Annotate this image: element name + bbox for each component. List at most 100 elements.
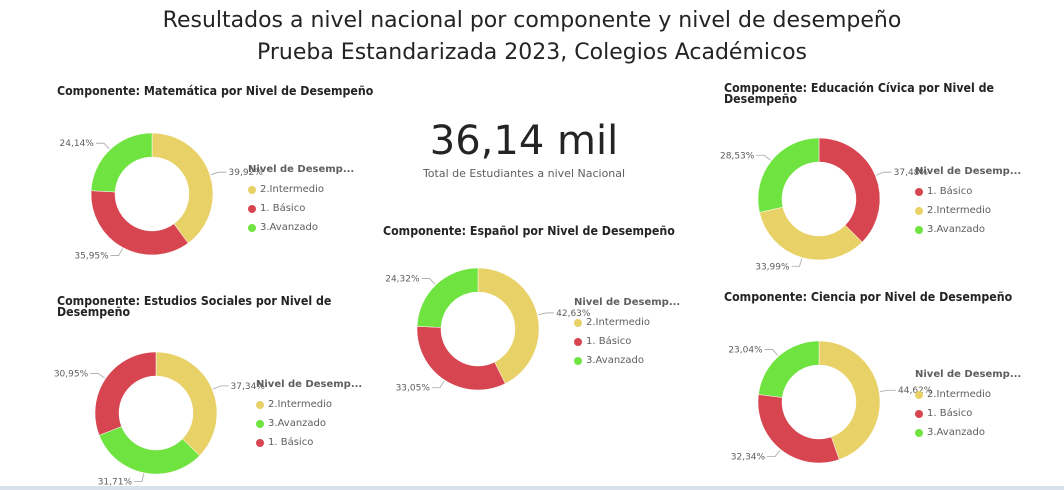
legend-item[interactable]: 2.Intermedio [256,395,362,414]
legend-item[interactable]: 3.Avanzado [915,220,1021,239]
slice-data-label: 33,99% [755,262,790,272]
slice-leader-line [876,171,892,176]
legend-marker-icon [256,400,264,409]
chart-title-line: Componente: Educación Cívica por Nivel d… [724,81,995,95]
legend-item-label: 2.Intermedio [586,317,650,328]
legend-item[interactable]: 1. Básico [248,199,354,218]
chart-title-matematica: Componente: Matemática por Nivel de Dese… [57,84,374,98]
donut-slice-2-intermedio[interactable] [477,267,540,384]
chart-legend-espanol: Nivel de Desemp... 2.Intermedio 1. Básico 3… [574,297,680,370]
legend-marker-icon [915,225,923,234]
legend-item-label: 1. Básico [927,186,973,197]
chart-title-line: Desempeño [57,305,131,319]
legend-item[interactable]: 1. Básico [915,182,1021,201]
slice-leader-line [134,473,145,482]
donut-slice-1-b-sico[interactable] [94,351,157,436]
donut-slice-3-avanzado[interactable] [90,132,153,193]
legend-item-label: 2.Intermedio [268,399,332,410]
slice-data-label: 30,95% [54,370,89,380]
legend-title: Nivel de Desemp... [574,297,681,308]
page-title: Resultados a nivel nacional por componen… [162,8,902,33]
legend-item[interactable]: 3.Avanzado [915,423,1021,442]
legend-item-label: 3.Avanzado [586,355,645,366]
donut-slice-3-avanzado[interactable] [757,137,820,213]
legend-title: Nivel de Desemp... [248,164,355,175]
slice-data-label: 24,14% [60,139,95,149]
legend-marker-icon [248,204,256,213]
legend-title: Nivel de Desemp... [256,379,363,390]
legend-item[interactable]: 3.Avanzado [256,414,362,433]
legend-item[interactable]: 2.Intermedio [915,201,1021,220]
chart-title-espanol: Componente: Español por Nivel de Desempe… [383,225,675,237]
donut-slice-2-intermedio[interactable] [155,351,218,457]
chart-title-civica: Componente: Educación Cívica por Nivel d… [724,81,995,106]
legend-item-label: 3.Avanzado [260,222,319,233]
legend-item[interactable]: 1. Básico [574,332,680,351]
slice-leader-line [764,349,779,356]
legend-item-label: 1. Básico [927,408,973,419]
legend-item[interactable]: 2.Intermedio [574,313,680,332]
legend-marker-icon [248,223,256,232]
chart-legend-ciencia: Nivel de Desemp... 2.Intermedio 1. Básico 3… [915,369,1021,442]
chart-title-line: Componente: Ciencia por Nivel de Desempe… [724,290,1013,304]
chart-legend-matematica: Nivel de Desemp... 2.Intermedio 1. Básico 3… [248,164,354,237]
slice-leader-line [421,278,436,285]
legend-marker-icon [915,187,923,196]
chart-title-ciencia: Componente: Ciencia por Nivel de Desempe… [724,290,1013,304]
legend-marker-icon [915,206,923,215]
legend-item-label: 2.Intermedio [927,205,991,216]
donut-slice-1-b-sico[interactable] [90,190,189,256]
legend-marker-icon [574,337,582,346]
chart-title-line: Desempeño [724,92,798,106]
chart-title-sociales: Componente: Estudios Sociales por Nivel … [57,295,331,319]
legend-title: Nivel de Desemp... [915,166,1022,177]
donut-slice-2-intermedio[interactable] [818,340,881,460]
slice-leader-line [538,312,555,316]
legend-item-label: 2.Intermedio [260,184,324,195]
legend-marker-icon [915,428,923,437]
legend-item[interactable]: 1. Básico [915,404,1021,423]
legend-item[interactable]: 2.Intermedio [248,180,354,199]
slice-leader-line [95,142,110,150]
donut-slice-3-avanzado[interactable] [98,426,200,475]
legend-item-label: 1. Básico [268,437,314,448]
kpi-total-students-value[interactable]: 36,14 mil [429,118,619,164]
kpi-total-students-label: Total de Estudiantes a nivel Nacional [422,167,626,180]
slice-data-label: 28,53% [720,151,755,161]
donut-slice-1-b-sico[interactable] [416,326,506,391]
chart-legend-sociales: Nivel de Desemp... 2.Intermedio 3.Avanzado… [256,379,362,452]
legend-marker-icon [256,438,264,447]
legend-item[interactable]: 1. Básico [256,433,362,452]
legend-marker-icon [574,356,582,365]
donut-slice-2-intermedio[interactable] [151,132,214,244]
legend-marker-icon [256,419,264,428]
slice-leader-line [767,450,781,457]
legend-item[interactable]: 3.Avanzado [574,351,680,370]
slice-leader-line [791,258,803,267]
slice-data-label: 24,32% [385,274,420,284]
legend-marker-icon [248,185,256,194]
page-bottom-border [0,486,1064,490]
legend-item-label: 3.Avanzado [927,427,986,438]
legend-item[interactable]: 3.Avanzado [248,218,354,237]
legend-marker-icon [574,318,582,327]
page-subtitle: Prueba Estandarizada 2023, Colegios Acad… [256,40,808,65]
slice-leader-line [90,373,106,379]
donut-slice-3-avanzado[interactable] [758,340,820,398]
slice-leader-line [213,385,229,390]
legend-item-label: 3.Avanzado [268,418,327,429]
legend-item[interactable]: 2.Intermedio [915,385,1021,404]
chart-legend-civica: Nivel de Desemp... 1. Básico 2.Intermedio 3… [915,166,1021,239]
slice-data-label: 35,95% [74,252,109,262]
donut-slice-2-intermedio[interactable] [759,206,863,261]
donut-slice-1-b-sico[interactable] [818,137,881,243]
slice-data-label: 32,34% [731,453,766,463]
legend-item-label: 2.Intermedio [927,389,991,400]
legend-marker-icon [915,390,923,399]
donut-slice-3-avanzado[interactable] [416,267,479,328]
donut-slice-1-b-sico[interactable] [757,394,840,464]
chart-title-line: Componente: Matemática por Nivel de Dese… [57,84,374,98]
legend-item-label: 3.Avanzado [927,224,986,235]
legend-item-label: 1. Básico [586,336,632,347]
